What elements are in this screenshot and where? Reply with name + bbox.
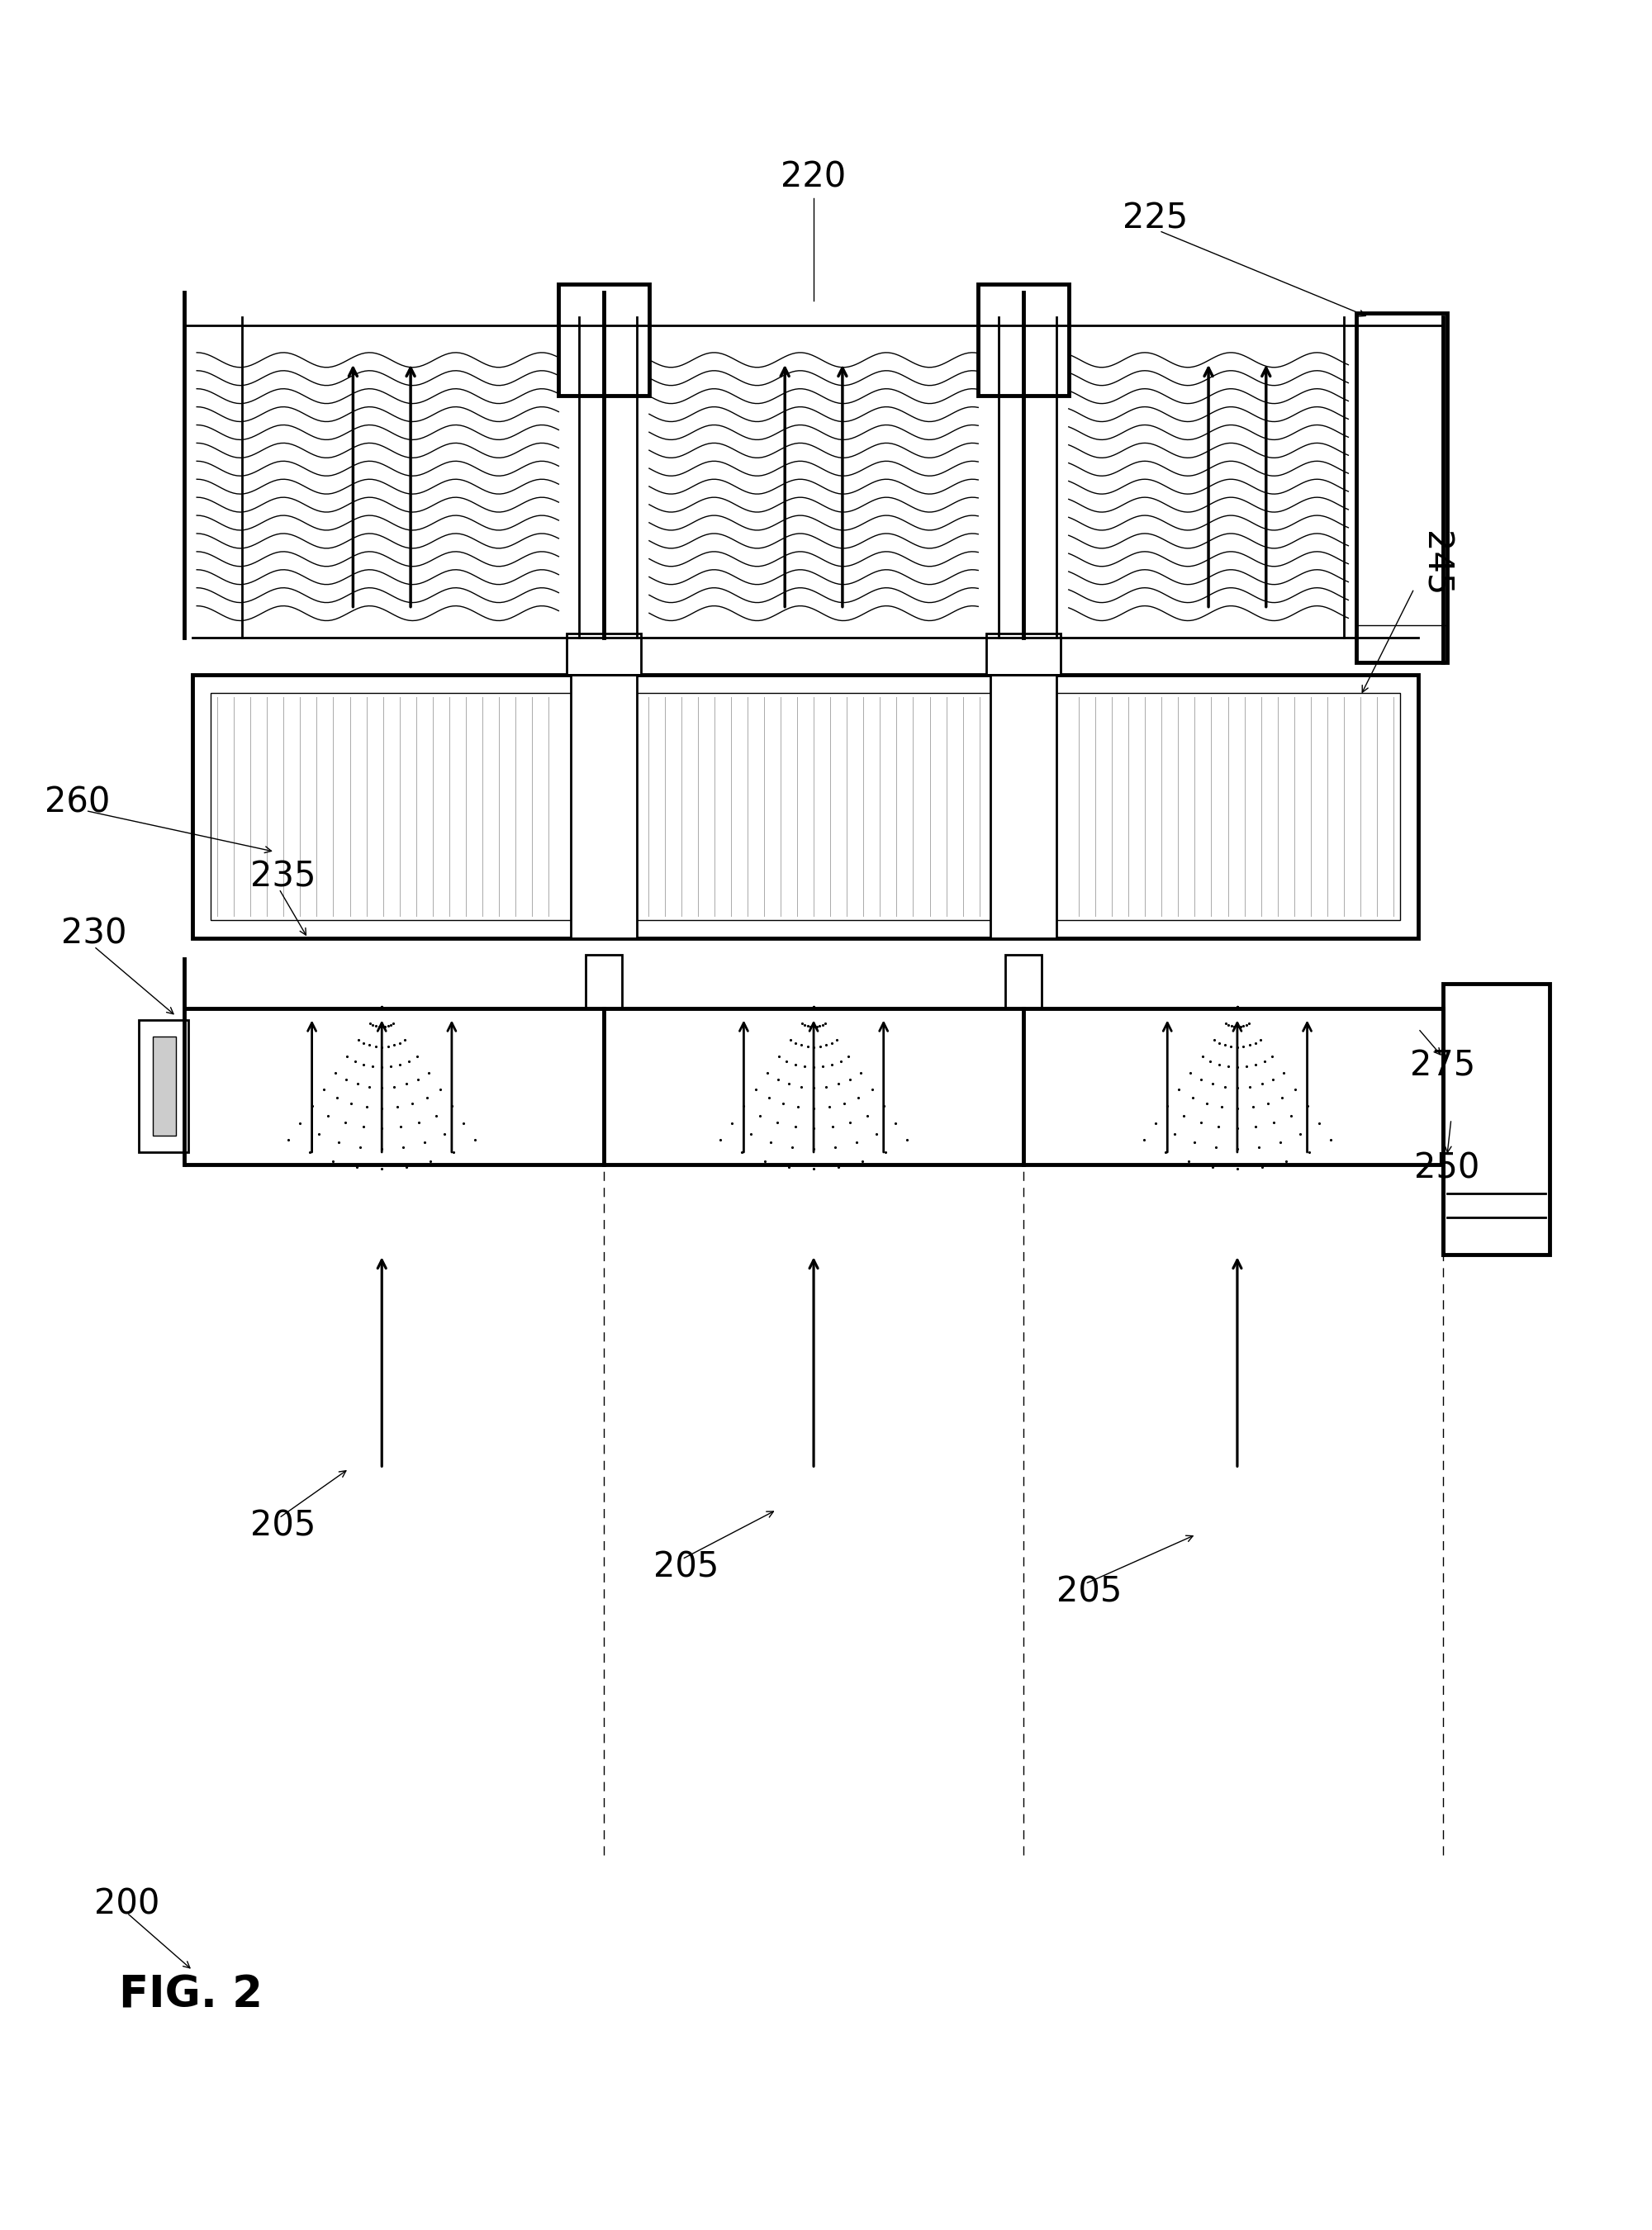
Text: 205: 205 [249,1510,316,1543]
Bar [154,1037,177,1135]
Bar [978,283,1069,395]
Text: 205: 205 [1056,1574,1122,1610]
Text: 235: 235 [249,859,316,894]
Text: 245: 245 [1417,531,1454,598]
Bar [139,1021,188,1153]
Bar [567,633,641,676]
Text: 205: 205 [653,1550,719,1586]
Text: 260: 260 [45,785,111,821]
Bar [1006,954,1041,1008]
Bar [558,283,649,395]
Bar [991,676,1056,939]
Text: 230: 230 [61,917,127,952]
Text: 200: 200 [94,1887,160,1922]
Bar [586,954,623,1008]
Bar [986,633,1061,676]
Bar [1442,983,1550,1255]
Bar [1356,312,1447,662]
Bar [572,676,636,939]
Text: 275: 275 [1411,1048,1475,1084]
Bar [193,676,1417,939]
Text: 250: 250 [1414,1151,1480,1186]
Bar [211,694,1401,921]
Text: 220: 220 [781,161,846,194]
Text: 225: 225 [1122,201,1188,236]
Text: FIG. 2: FIG. 2 [119,1974,263,2016]
